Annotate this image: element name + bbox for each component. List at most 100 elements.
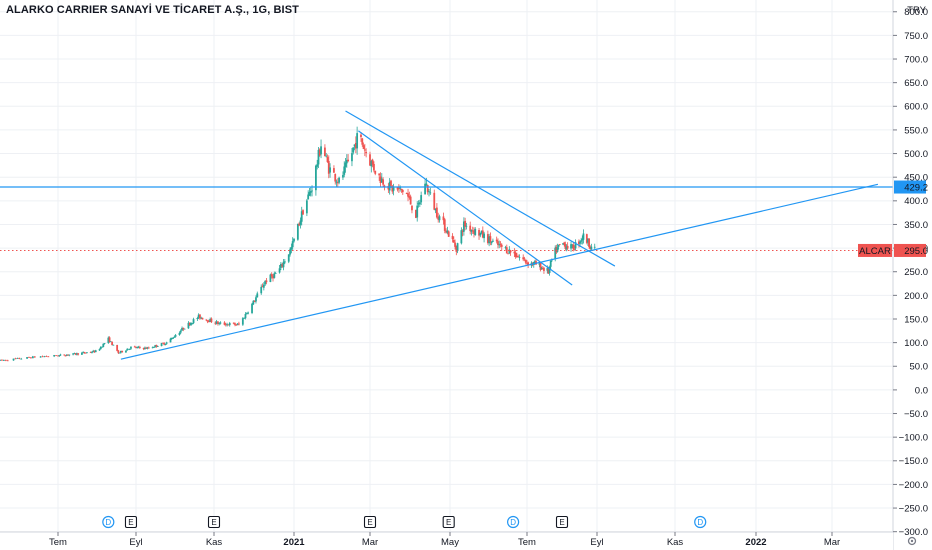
candle xyxy=(102,343,105,348)
candle xyxy=(407,188,409,202)
dividend-event-icon[interactable]: D xyxy=(694,515,707,529)
candle xyxy=(82,351,85,354)
candle xyxy=(238,321,240,326)
candle xyxy=(433,189,436,211)
candle xyxy=(191,322,194,325)
candle xyxy=(504,245,507,250)
candle xyxy=(580,237,583,245)
candle xyxy=(112,344,115,346)
candle xyxy=(479,232,482,238)
candle xyxy=(405,192,408,195)
candle xyxy=(57,355,59,357)
y-tick-label: 0.0 xyxy=(915,385,928,396)
candle xyxy=(378,173,381,181)
candle xyxy=(362,142,365,150)
candle xyxy=(16,357,19,359)
candle xyxy=(103,343,106,345)
candle xyxy=(154,344,157,348)
trendline-3[interactable] xyxy=(358,130,573,286)
candle xyxy=(539,261,542,272)
candle xyxy=(262,282,265,291)
candle xyxy=(138,345,141,350)
trendline-2[interactable] xyxy=(345,110,616,267)
candle xyxy=(272,273,274,282)
candle xyxy=(55,355,57,357)
candle xyxy=(20,357,23,360)
candle xyxy=(130,346,132,350)
candle xyxy=(416,201,419,222)
candle xyxy=(30,357,32,359)
candle xyxy=(199,314,201,320)
level-price-text: 429.2 xyxy=(904,183,928,194)
candle xyxy=(117,349,120,354)
dividend-event-icon[interactable]: D xyxy=(102,515,115,529)
candle xyxy=(302,209,304,215)
candle xyxy=(45,355,48,357)
candle xyxy=(549,260,552,270)
candle xyxy=(446,226,449,235)
price-axis[interactable]: 850.0800.0750.0700.0650.0600.0550.0500.0… xyxy=(892,0,932,550)
candle xyxy=(137,345,140,349)
candle xyxy=(289,247,291,257)
candle xyxy=(353,144,356,151)
candle xyxy=(2,359,5,361)
candle xyxy=(351,148,353,167)
candle xyxy=(462,217,465,236)
axis-settings-icon[interactable] xyxy=(907,536,917,546)
candle xyxy=(316,159,319,170)
candle xyxy=(408,191,411,200)
candle xyxy=(247,311,249,315)
earnings-event-icon[interactable]: E xyxy=(555,515,569,529)
trendline-1[interactable] xyxy=(120,183,879,360)
candle xyxy=(585,233,588,245)
candle xyxy=(356,126,359,155)
candle xyxy=(420,191,423,206)
candle xyxy=(133,345,136,348)
candle xyxy=(92,349,95,353)
earnings-event-icon[interactable]: E xyxy=(363,515,377,529)
candle xyxy=(146,346,149,350)
candle xyxy=(31,355,34,359)
candle xyxy=(481,226,484,239)
y-tick-label: 550.0 xyxy=(904,125,928,136)
candle xyxy=(109,341,112,343)
candle xyxy=(86,351,88,354)
candle xyxy=(261,283,264,288)
candle xyxy=(344,157,347,173)
candle xyxy=(373,161,375,173)
candle xyxy=(352,147,355,155)
candle xyxy=(98,348,101,351)
candle xyxy=(135,346,137,349)
candle xyxy=(589,245,592,251)
grid xyxy=(0,0,893,533)
dividend-event-icon[interactable]: D xyxy=(507,515,520,529)
candle xyxy=(172,337,174,340)
candle xyxy=(308,187,311,197)
candle xyxy=(566,242,569,251)
candle xyxy=(181,326,183,331)
y-tick-label: 800.0 xyxy=(904,7,928,18)
time-axis[interactable]: Tem Eyl Kas 2021 Mar May Tem Eyl Kas 2022 Mar xyxy=(0,531,917,550)
candle xyxy=(156,345,159,347)
earnings-event-icon[interactable]: E xyxy=(442,515,455,529)
currency-label: TRY xyxy=(907,5,926,16)
y-tick-label: −150.0 xyxy=(899,456,928,467)
price-labels: 429.2 295.0 ALCAR xyxy=(858,180,928,257)
candle xyxy=(523,256,526,262)
candle xyxy=(461,229,464,237)
earnings-event-icon[interactable]: E xyxy=(207,515,221,529)
candle xyxy=(571,244,574,249)
last-price-badge: 295.0 xyxy=(894,243,928,257)
level-price-badge: 429.2 xyxy=(894,180,928,194)
candle xyxy=(588,238,590,249)
event-label: D xyxy=(510,518,516,527)
candle xyxy=(507,253,509,255)
earnings-event-icon[interactable]: E xyxy=(124,515,138,529)
candle xyxy=(371,158,374,168)
candle xyxy=(205,319,208,322)
candle xyxy=(0,359,1,362)
candle xyxy=(67,354,69,357)
candle xyxy=(190,322,192,326)
candle xyxy=(454,239,456,250)
